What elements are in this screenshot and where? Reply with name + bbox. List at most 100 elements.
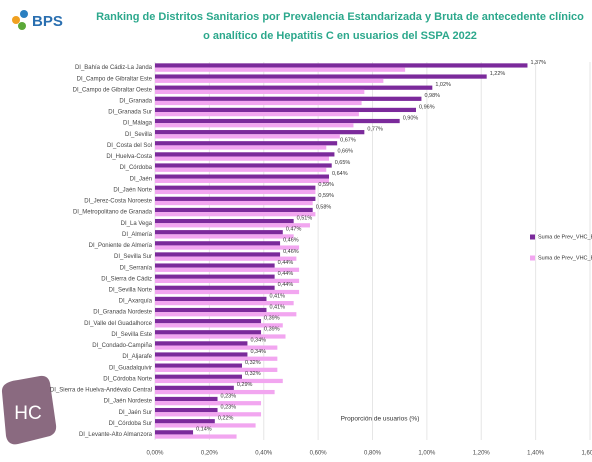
bar — [155, 307, 267, 313]
chart-title: Ranking de Distritos Sanitarios por Prev… — [96, 11, 584, 23]
data-label: 0,32% — [245, 371, 261, 377]
y-tick-label: DI_Jerez-Costa Noroeste — [84, 199, 152, 205]
bar — [155, 401, 262, 406]
y-tick-label: DI_Almería — [122, 232, 153, 238]
data-label: 0,41% — [269, 293, 285, 299]
data-label: 0,32% — [245, 360, 261, 366]
bar — [155, 374, 242, 379]
bar — [155, 434, 237, 439]
bar — [155, 312, 297, 317]
data-label: 0,22% — [218, 416, 234, 422]
x-tick-label: 0,60% — [310, 451, 328, 457]
y-tick-label: DI_Sierra de Huelva-Andévalo Central — [50, 388, 152, 394]
data-label: 0,41% — [269, 304, 285, 310]
bar — [155, 130, 365, 135]
bar — [155, 241, 281, 246]
bar — [155, 167, 327, 172]
y-tick-label: DI_Metropolitano de Granada — [73, 210, 153, 216]
bar — [155, 330, 262, 335]
bar — [155, 145, 327, 150]
logo: BPS — [12, 10, 63, 30]
badge — [1, 375, 57, 445]
data-label: 0,39% — [264, 315, 280, 321]
bar — [155, 163, 332, 168]
bar — [155, 218, 294, 224]
bar — [155, 396, 218, 402]
bar — [155, 78, 384, 83]
y-tick-label: DI_Granada Sur — [108, 110, 152, 116]
x-tick-label: 1,20% — [473, 451, 491, 457]
logo-text: BPS — [32, 13, 63, 30]
bar — [155, 323, 283, 328]
bar — [155, 141, 338, 146]
y-tick-label: DI_Jaén Nordeste — [104, 399, 153, 405]
bar — [155, 189, 316, 195]
y-tick-label: DI_Córdoba — [120, 165, 153, 171]
bar — [155, 334, 286, 339]
legend-swatch — [530, 234, 535, 240]
logo-dot — [20, 10, 28, 18]
logo-dot — [12, 16, 20, 24]
badge-text: HC — [14, 403, 41, 424]
legend-label: Suma de Prev_VHC_E — [538, 234, 592, 240]
data-label: 0,65% — [335, 160, 351, 166]
x-tick-label: 0,80% — [364, 451, 382, 457]
x-tick-label: 1,60% — [581, 451, 592, 457]
data-label: 0,46% — [283, 238, 299, 244]
x-tick-label: 1,40% — [527, 451, 545, 457]
y-tick-label: DI_Campo de Gibraltar Este — [77, 76, 153, 82]
y-tick-label: DI_Campo de Gibraltar Oeste — [73, 87, 153, 93]
bar — [155, 185, 316, 190]
bar — [155, 112, 359, 117]
x-axis-label: Proporción de usuarios (%) — [341, 416, 420, 423]
data-label: 0,59% — [318, 182, 334, 188]
bar — [155, 389, 275, 395]
x-tick-label: 1,00% — [418, 451, 436, 457]
y-tick-label: DI_Córdoba Norte — [103, 376, 152, 382]
bar — [155, 123, 354, 128]
data-label: 0,34% — [250, 338, 266, 344]
bar — [155, 134, 340, 139]
bar — [155, 174, 329, 179]
bar — [155, 285, 275, 290]
y-tick-label: DI_Granada — [119, 98, 152, 104]
bar — [155, 252, 281, 257]
bar — [155, 407, 218, 413]
data-label: 0,51% — [297, 215, 313, 221]
x-tick-label: 0,00% — [146, 451, 164, 457]
y-tick-label: DI_La Vega — [121, 221, 153, 227]
bar — [155, 178, 329, 183]
bar — [155, 107, 416, 113]
legend-label: Suma de Prev_VHC_B — [538, 255, 592, 261]
y-tick-label: DI_Bahía de Cádiz-La Janda — [75, 65, 153, 71]
grid — [154, 62, 591, 440]
bar — [155, 345, 278, 350]
legend-swatch — [530, 255, 535, 261]
data-label: 0,29% — [237, 382, 253, 388]
y-tick-label: DI_Axarquía — [119, 299, 153, 305]
bar — [155, 67, 406, 72]
bar — [155, 385, 234, 390]
bar — [155, 278, 300, 284]
bar — [155, 118, 400, 124]
bar — [155, 245, 300, 250]
bar — [155, 419, 215, 424]
bar — [155, 378, 283, 384]
data-label: 0,67% — [340, 138, 356, 144]
y-tick-label: DI_Poniente de Almería — [89, 243, 153, 249]
x-tick-label: 0,40% — [255, 451, 273, 457]
y-tick-label: DI_Sierra de Cádiz — [101, 276, 152, 282]
y-tick-label: DI_Jaén — [130, 176, 152, 182]
data-label: 0,44% — [278, 271, 294, 277]
bar — [155, 430, 194, 435]
bar — [155, 100, 362, 106]
bar — [155, 423, 256, 428]
bar — [155, 263, 275, 268]
bar — [155, 85, 433, 90]
y-tick-label: DI_Sevilla — [125, 132, 153, 138]
y-tick-label: DI_Córdoba Sur — [109, 421, 152, 427]
y-tick-label: DI_Málaga — [123, 121, 153, 127]
data-label: 0,66% — [337, 149, 353, 155]
